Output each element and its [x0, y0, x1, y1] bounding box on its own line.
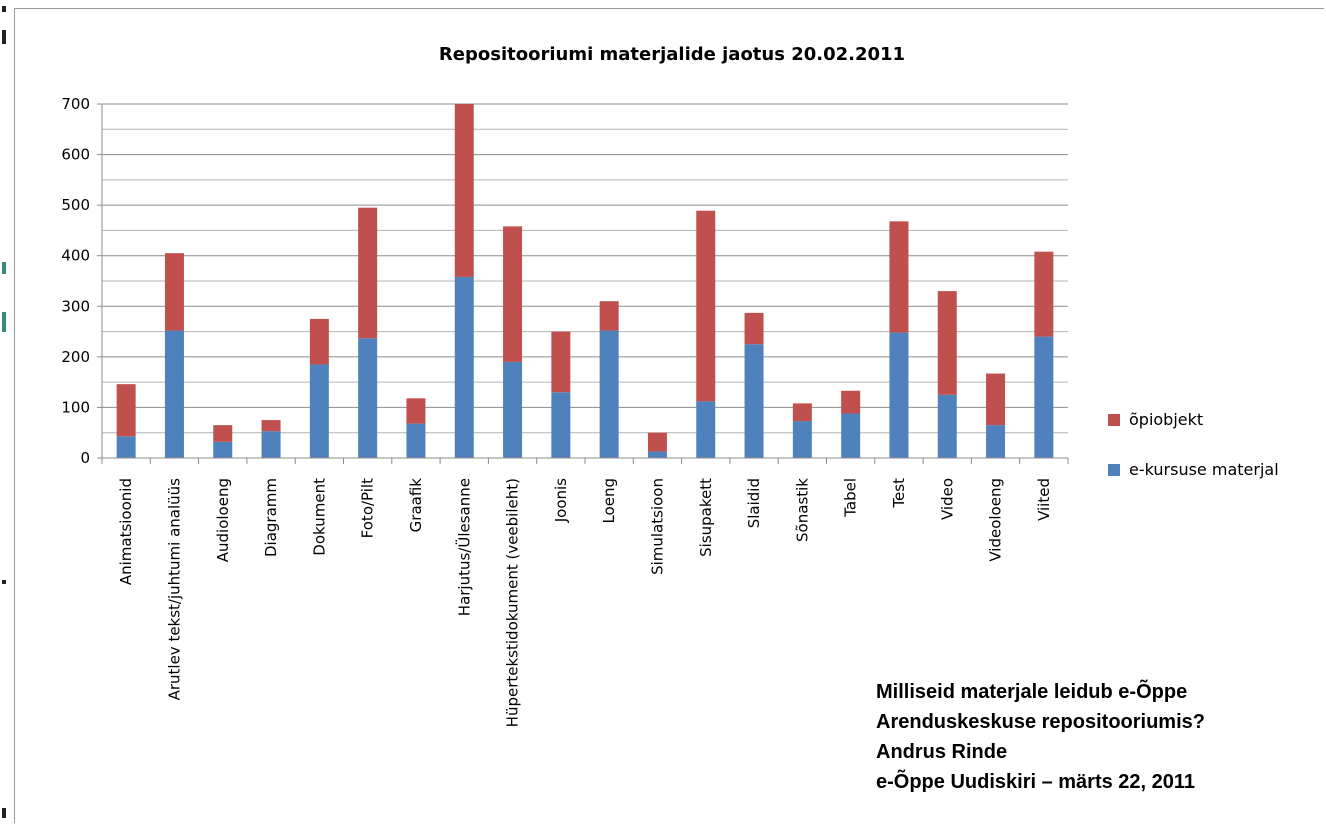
x-category-label: Foto/Pilt	[359, 478, 377, 538]
x-category-label: Simulatsioon	[648, 478, 666, 575]
legend-label: e-kursuse materjal	[1129, 460, 1279, 479]
bar-e-kursuse-materjal	[116, 436, 136, 458]
x-category-label: Video	[938, 478, 956, 520]
x-category-label: Test	[890, 478, 908, 509]
bar-opiobjekt	[406, 398, 426, 424]
bar-e-kursuse-materjal	[647, 451, 667, 458]
y-axis-ticks: 0 100 200 300 400 500 600 700	[61, 95, 102, 467]
bar-opiobjekt	[164, 253, 184, 331]
chart-title: Repositooriumi materjalide jaotus 20.02.…	[439, 44, 905, 65]
y-tick-label: 500	[61, 196, 90, 214]
bar-opiobjekt	[889, 221, 909, 333]
bar-e-kursuse-materjal	[503, 361, 523, 458]
bar-e-kursuse-materjal	[1034, 336, 1054, 458]
x-category-label: Graafik	[407, 478, 425, 533]
y-tick-label: 400	[61, 247, 90, 265]
legend: õpiobjekt e-kursuse materjal	[1108, 410, 1279, 479]
x-category-label: Arutlev tekst/juhtumi analüüs	[165, 478, 183, 701]
legend-swatch	[1108, 464, 1120, 476]
bar-e-kursuse-materjal	[213, 441, 233, 458]
bar-e-kursuse-materjal	[696, 401, 716, 458]
bar-e-kursuse-materjal	[599, 330, 619, 458]
x-category-label: Loeng	[600, 478, 618, 524]
bar-e-kursuse-materjal	[744, 344, 764, 458]
y-tick-label: 0	[80, 449, 90, 467]
bar-e-kursuse-materjal	[309, 364, 329, 458]
caption: Milliseid materjale leidub e-Õppe Arendu…	[876, 680, 1316, 800]
x-category-label: Audioloeng	[214, 478, 232, 562]
x-category-label: Tabel	[842, 478, 860, 518]
bar-e-kursuse-materjal	[937, 394, 957, 458]
x-category-label: Sõnastik	[793, 478, 811, 542]
axes	[101, 104, 1069, 464]
bars	[116, 104, 1054, 458]
bar-e-kursuse-materjal	[358, 338, 378, 458]
y-tick-label: 300	[61, 297, 90, 315]
bar-opiobjekt	[551, 331, 571, 393]
caption-line-4: e-Õppe Uudiskiri – märts 22, 2011	[876, 771, 1196, 793]
bar-opiobjekt	[841, 390, 861, 414]
bar-e-kursuse-materjal	[164, 330, 184, 458]
bar-opiobjekt	[503, 226, 523, 362]
gridlines	[102, 103, 1068, 434]
x-axis-labels: Animatsioonid Arutlev tekst/juhtumi analü…	[117, 478, 1053, 728]
bar-opiobjekt	[599, 301, 619, 331]
x-category-label: Hüpertekstidokument (veebileht)	[504, 478, 522, 727]
frame-border	[14, 8, 1324, 823]
bar-opiobjekt	[454, 104, 474, 277]
bar-e-kursuse-materjal	[792, 421, 812, 458]
y-tick-label: 100	[61, 398, 90, 416]
bar-e-kursuse-materjal	[841, 413, 861, 458]
bar-e-kursuse-materjal	[551, 392, 571, 458]
legend-swatch	[1108, 414, 1120, 426]
bar-e-kursuse-materjal	[986, 425, 1006, 458]
x-category-label: Diagramm	[262, 478, 280, 557]
y-tick-label: 200	[61, 348, 90, 366]
bar-opiobjekt	[261, 420, 281, 432]
x-category-label: Harjutus/Ülesanne	[454, 478, 473, 616]
caption-line-1: Milliseid materjale leidub e-Õppe	[876, 681, 1188, 703]
x-category-label: Animatsioonid	[117, 478, 135, 585]
bar-opiobjekt	[309, 318, 329, 365]
caption-line-2: Arenduskeskuse repositooriumis?	[876, 711, 1205, 733]
bar-opiobjekt	[647, 432, 667, 452]
bar-opiobjekt	[213, 425, 233, 442]
x-category-label: Dokument	[310, 478, 328, 556]
bar-opiobjekt	[986, 373, 1006, 426]
left-edge-marks	[0, 0, 10, 825]
y-tick-label: 600	[61, 146, 90, 164]
bar-opiobjekt	[696, 210, 716, 402]
bar-e-kursuse-materjal	[454, 276, 474, 458]
bar-e-kursuse-materjal	[261, 431, 281, 458]
x-category-label: Viited	[1035, 478, 1053, 521]
legend-label: õpiobjekt	[1129, 410, 1203, 429]
bar-opiobjekt	[116, 384, 136, 437]
y-tick-label: 700	[61, 95, 90, 113]
x-category-label: Slaidid	[745, 478, 763, 528]
x-category-label: Joonis	[552, 478, 570, 523]
bar-opiobjekt	[358, 207, 378, 339]
x-category-label: Videoloeng	[987, 478, 1005, 562]
bar-opiobjekt	[937, 291, 957, 395]
bar-e-kursuse-materjal	[889, 332, 909, 458]
bar-opiobjekt	[744, 312, 764, 345]
bar-e-kursuse-materjal	[406, 423, 426, 458]
x-category-label: Sisupakett	[697, 478, 715, 557]
caption-line-3: Andrus Rinde	[876, 741, 1008, 763]
bar-opiobjekt	[792, 403, 812, 422]
bar-opiobjekt	[1034, 251, 1054, 337]
